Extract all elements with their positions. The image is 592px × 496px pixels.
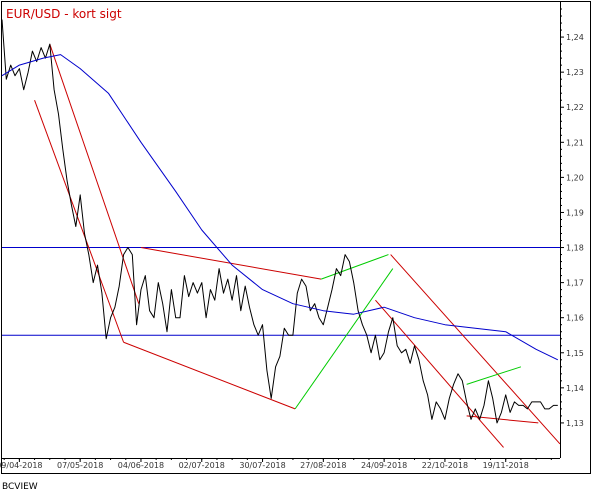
y-tick-label: 1,14 (566, 384, 584, 393)
chart-frame (1, 1, 591, 474)
y-tick-label: 1,15 (566, 349, 584, 358)
x-tick-label: 22/10-2018 (422, 461, 468, 470)
x-tick-label: 24/09-2018 (361, 461, 407, 470)
x-tick-label: 09/04-2018 (0, 461, 43, 470)
trendline-7 (294, 268, 394, 410)
y-tick-label: 1,22 (566, 103, 584, 112)
trendline-11 (466, 366, 522, 385)
chart-title: EUR/USD - kort sigt (6, 7, 122, 21)
trendline-6 (320, 254, 389, 280)
y-tick-label: 1,13 (566, 419, 584, 428)
x-tick-label: 04/06-2018 (118, 461, 164, 470)
y-tick-label: 1,18 (566, 244, 584, 253)
brand-label: BCVIEW (2, 482, 38, 492)
x-axis: 09/04-2018 07/05-2018 04/06-2018 02/07-2018… (0, 458, 552, 470)
trendline-3 (34, 100, 125, 343)
x-tick-label: 19/11-2018 (483, 461, 529, 470)
x-tick-label: 30/07-2018 (239, 461, 285, 470)
y-axis: 1,13 1,14 1,15 1,16 1,17 1,18 1,19 1,20 1,21 1,22… (560, 8, 584, 428)
y-tick-label: 1,24 (566, 33, 584, 42)
trendline-2 (49, 43, 140, 304)
y-tick-label: 1,17 (566, 279, 584, 288)
y-tick-label: 1,20 (566, 173, 584, 182)
plot-area (1, 19, 561, 448)
y-tick-label: 1,16 (566, 314, 584, 323)
y-tick-label: 1,23 (566, 68, 584, 77)
y-tick-label: 1,19 (566, 208, 584, 217)
x-tick-label: 02/07-2018 (179, 461, 225, 470)
x-tick-label: 07/05-2018 (57, 461, 103, 470)
x-tick-label: 27/08-2018 (300, 461, 346, 470)
trendline-4 (123, 341, 296, 410)
series-layer (1, 19, 559, 424)
price-series-line (1, 19, 558, 424)
trendline-8 (390, 254, 561, 445)
trendline-9 (375, 299, 504, 448)
moving-average-line (1, 54, 559, 361)
y-tick-label: 1,21 (566, 138, 584, 147)
